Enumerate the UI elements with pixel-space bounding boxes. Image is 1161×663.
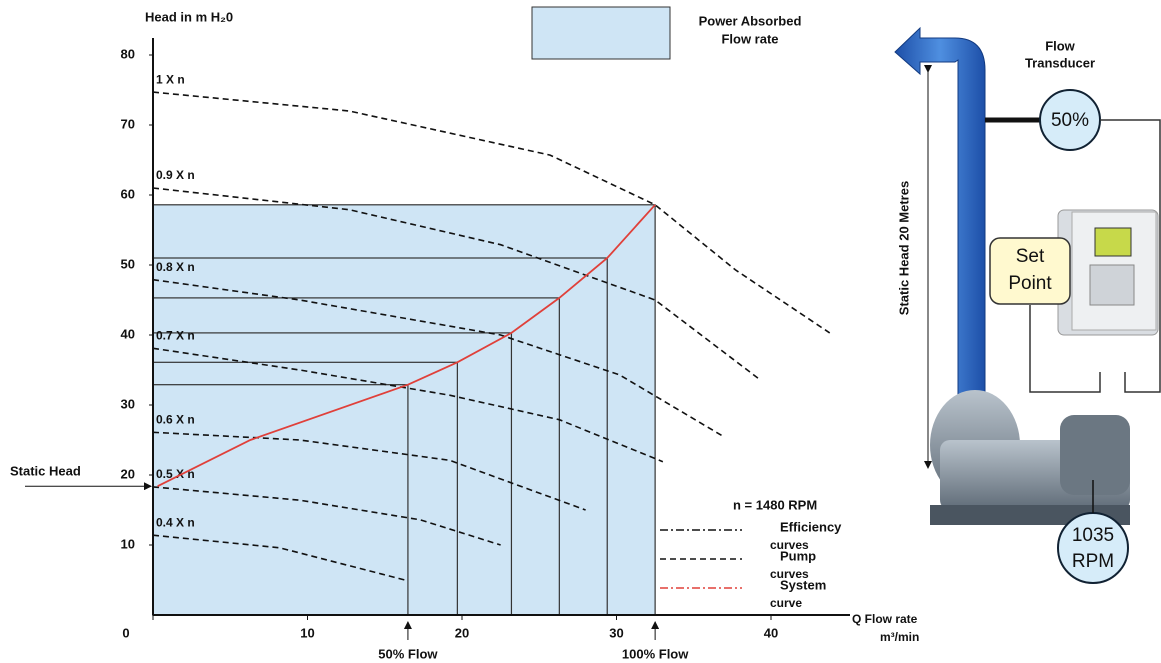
legend-label: System: [780, 577, 826, 592]
rpm-label: 1035: [1072, 525, 1114, 546]
curve: [152, 347, 664, 463]
x-axis-label: Q Flow rate: [852, 612, 918, 626]
curve: [152, 278, 726, 438]
rpm-label: RPM: [1072, 551, 1114, 572]
static-head-label: Static Head 20 Metres: [896, 181, 911, 315]
y-tick-label: 40: [121, 326, 135, 341]
transducer-label: Transducer: [1025, 55, 1095, 70]
legend-label: Pump: [780, 548, 816, 563]
x-tick-label: 0: [122, 625, 129, 640]
chart: Head in m H₂0 10 20 30 40 50 60 70 80 0 10 20 30 40 Q …: [10, 6, 919, 661]
speed-note: n = 1480 RPM: [733, 497, 817, 512]
power-legend-swatch: [531, 6, 671, 60]
set-point-label: Set: [1016, 246, 1045, 267]
y-tick-label: 10: [121, 536, 135, 551]
pump-diagram: [894, 26, 1161, 584]
legend-label: curves: [770, 567, 809, 581]
y-tick-label: 30: [121, 396, 135, 411]
transducer-label: Flow: [1045, 38, 1075, 53]
y-tick-label: 50: [121, 256, 135, 271]
x-tick-label: 10: [300, 625, 314, 640]
set-point-label: Point: [1008, 273, 1052, 294]
curve-label: 0.6 X n: [156, 412, 195, 426]
static-head-label: Static Head: [10, 464, 81, 479]
curve-label: 0.8 X n: [156, 260, 195, 274]
power-legend-label: Flow rate: [721, 31, 778, 46]
curve-label: 0.4 X n: [156, 515, 195, 529]
curve-label: 0.5 X n: [156, 467, 195, 481]
curve: [152, 431, 586, 511]
flow-label: 100% Flow: [622, 646, 689, 661]
legend-label: curve: [770, 596, 802, 610]
transducer-value: 50%: [1051, 110, 1089, 131]
x-tick-label: 30: [609, 625, 623, 640]
x-axis-label: m³/min: [880, 630, 919, 644]
x-tick-label: 40: [764, 625, 778, 640]
legend-label: curves: [770, 538, 809, 552]
curve-label: 0.7 X n: [156, 328, 195, 342]
y-tick-label: 80: [121, 46, 135, 61]
y-tick-label: 60: [121, 186, 135, 201]
curve: [157, 204, 656, 488]
y-axis-label: Head in m H₂0: [145, 9, 233, 24]
y-tick-label: 70: [121, 116, 135, 131]
curve-label: 0.9 X n: [156, 168, 195, 182]
legend-label: Efficiency: [780, 519, 842, 534]
curve: [152, 486, 501, 546]
curve-label: 1 X n: [156, 72, 185, 86]
curve: [152, 534, 406, 581]
curve: [152, 187, 761, 381]
power-area: [152, 384, 409, 616]
flow-label: 50% Flow: [378, 646, 438, 661]
y-tick-label: 20: [121, 466, 135, 481]
power-legend-label: Power Absorbed: [699, 13, 802, 28]
curve: [152, 91, 831, 334]
x-tick-label: 20: [455, 625, 469, 640]
